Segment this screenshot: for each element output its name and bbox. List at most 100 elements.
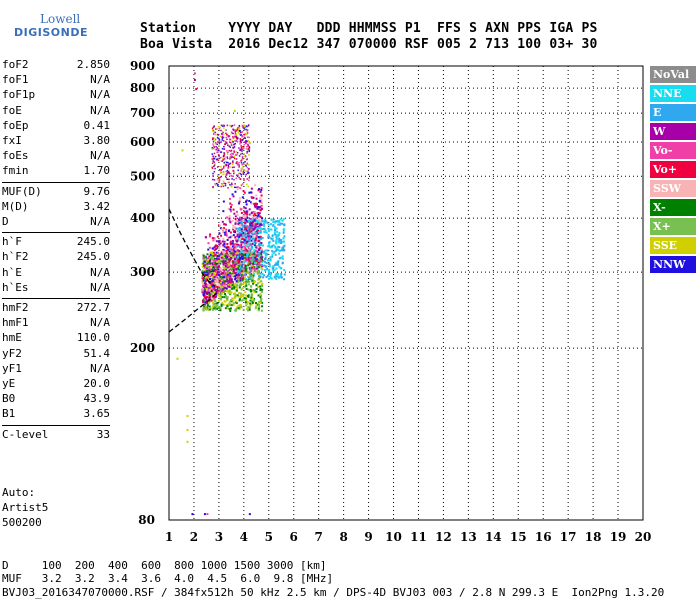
echo-point xyxy=(278,231,281,234)
echo-point xyxy=(233,166,235,168)
echo-point xyxy=(242,214,245,217)
echo-point xyxy=(238,258,241,261)
echo-point xyxy=(233,150,235,152)
echo-point xyxy=(223,157,226,160)
echo-point xyxy=(227,275,230,278)
echo-point xyxy=(211,256,214,259)
echo-point xyxy=(245,228,248,231)
echo-point xyxy=(229,272,232,275)
echo-point xyxy=(271,250,274,253)
echo-point xyxy=(253,227,256,230)
echo-point xyxy=(213,137,215,139)
echo-point xyxy=(219,270,222,273)
echo-point xyxy=(213,269,216,272)
echo-point xyxy=(213,272,216,275)
param-value: 33 xyxy=(96,427,110,441)
echo-point xyxy=(231,280,234,283)
echo-point xyxy=(259,285,262,288)
echo-point xyxy=(262,222,265,225)
echo-point xyxy=(222,290,225,293)
echo-point xyxy=(253,221,256,224)
echo-point xyxy=(277,220,280,223)
param-value: 245.0 xyxy=(76,235,110,249)
echo-point xyxy=(278,246,281,249)
echo-point xyxy=(222,158,224,160)
echo-point xyxy=(255,267,258,270)
echo-point xyxy=(206,253,209,256)
echo-point xyxy=(240,273,243,276)
echo-point xyxy=(201,269,204,272)
echo-point xyxy=(253,297,256,300)
echo-point xyxy=(282,247,285,250)
echo-point xyxy=(229,286,232,289)
echo-point xyxy=(257,277,260,280)
echo-point xyxy=(237,222,240,225)
echo-point xyxy=(246,228,249,231)
echo-point xyxy=(266,274,269,277)
echo-point xyxy=(235,285,238,288)
echo-point xyxy=(231,140,234,142)
echo-point xyxy=(243,239,246,242)
echo-point xyxy=(278,257,281,260)
echo-point xyxy=(212,133,215,135)
echo-point xyxy=(211,253,214,256)
echo-point xyxy=(248,225,251,228)
echo-point xyxy=(224,286,227,289)
echo-point xyxy=(264,229,267,232)
echo-point xyxy=(253,237,256,240)
param-row: foF1p N/A xyxy=(2,88,110,103)
echo-point xyxy=(264,252,267,255)
echo-point xyxy=(214,257,217,260)
echo-point xyxy=(244,218,247,221)
param-value: 20.0 xyxy=(83,377,111,390)
param-row: yE 20.0 xyxy=(2,377,110,392)
echo-point xyxy=(246,172,249,175)
echo-point xyxy=(210,278,213,281)
echo-point xyxy=(208,274,211,277)
echo-point xyxy=(248,191,251,194)
echo-point xyxy=(206,271,209,274)
param-separator xyxy=(2,298,110,299)
echo-point xyxy=(253,240,256,243)
echo-point xyxy=(218,144,220,147)
param-separator xyxy=(2,232,110,234)
x-tick-label: 4 xyxy=(240,530,248,544)
echo-point xyxy=(219,268,222,271)
echo-point xyxy=(259,223,262,226)
echo-point xyxy=(204,302,207,305)
echo-point xyxy=(239,134,242,136)
param-label: h`Es xyxy=(2,280,29,294)
echo-point xyxy=(234,250,237,253)
echo-point xyxy=(212,140,215,143)
o-trace-line xyxy=(168,208,216,287)
echo-point xyxy=(210,251,213,254)
echo-point xyxy=(236,151,239,154)
echo-point xyxy=(186,415,189,418)
echo-point xyxy=(216,307,219,310)
echo-point xyxy=(252,196,255,199)
echo-point xyxy=(236,276,239,279)
echo-point xyxy=(216,128,219,130)
echo-point xyxy=(233,286,236,289)
echo-point xyxy=(217,159,220,162)
echo-point xyxy=(260,199,263,202)
echo-point xyxy=(217,280,220,283)
echo-point xyxy=(209,271,212,274)
echo-point xyxy=(246,250,249,253)
echo-point xyxy=(244,294,247,297)
echo-point xyxy=(236,294,239,297)
echo-point xyxy=(215,302,218,305)
echo-point xyxy=(222,185,225,188)
echo-point xyxy=(203,264,206,267)
echo-point xyxy=(235,177,237,179)
echo-point xyxy=(219,292,222,295)
y-tick-label: 600 xyxy=(130,135,155,149)
echo-point xyxy=(228,145,231,148)
echo-point xyxy=(245,280,248,283)
echo-point xyxy=(255,284,258,287)
echo-point xyxy=(215,254,218,257)
echo-point xyxy=(244,297,247,300)
echo-point xyxy=(240,229,243,232)
echo-point xyxy=(219,287,222,290)
echo-point xyxy=(221,130,223,133)
